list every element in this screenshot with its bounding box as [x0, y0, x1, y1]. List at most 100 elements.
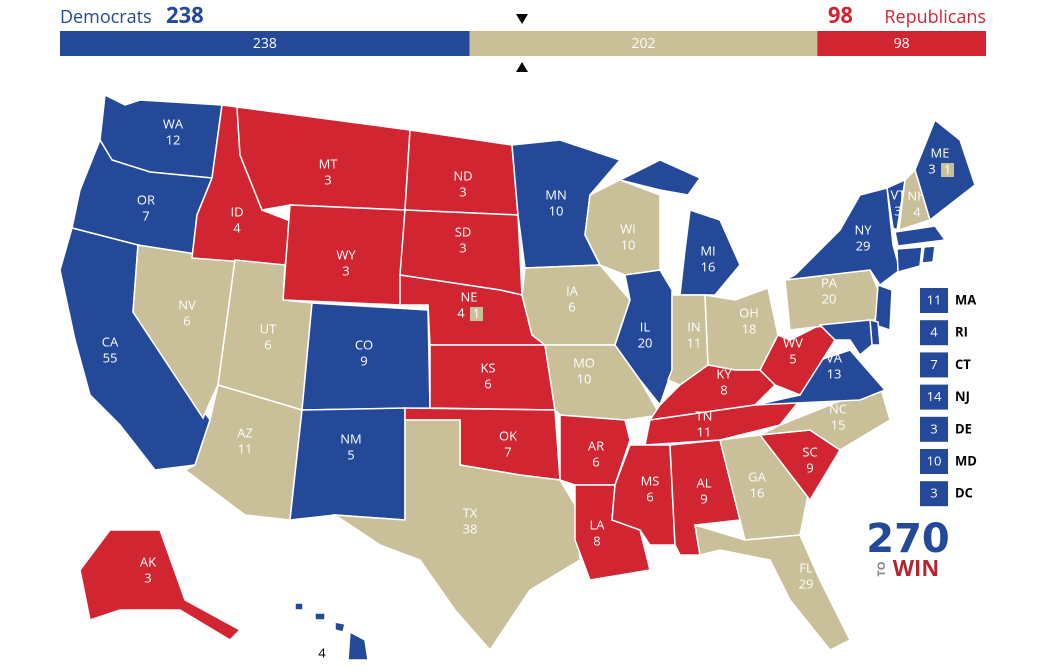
- state-ev: 4: [318, 643, 326, 661]
- us-map: WA12OR7CA55NV6ID4MT3WY3UT6AZ11CO9NM5ND3S…: [59, 93, 976, 661]
- district-box: [941, 163, 954, 177]
- state-abbr: OR: [137, 190, 155, 208]
- state-ev: 7: [504, 442, 511, 460]
- state-shape: [294, 602, 369, 661]
- state-ev: 5: [347, 445, 354, 463]
- state-shape: [886, 178, 906, 232]
- state-ev: 10: [549, 201, 564, 219]
- state-ev: 29: [856, 236, 871, 254]
- inset-abbr: RI: [955, 323, 968, 341]
- state-ev: 6: [264, 335, 271, 353]
- state-abbr: WV: [783, 333, 803, 351]
- inset-ev: 10: [927, 451, 942, 469]
- state-abbr: CO: [355, 335, 373, 353]
- state-abbr: KS: [480, 358, 495, 376]
- state-abbr: MN: [545, 185, 566, 203]
- state-abbr: GA: [748, 467, 766, 485]
- state-abbr: TX: [463, 503, 478, 521]
- inset-ev: 3: [930, 484, 937, 502]
- state-ev: 4: [913, 202, 921, 220]
- state-abbr: LA: [589, 515, 605, 533]
- state-abbr: IL: [640, 317, 651, 335]
- dem-total: 238: [166, 0, 204, 30]
- state-shape: [894, 225, 947, 247]
- rep-label: Republicans: [884, 5, 986, 29]
- state-abbr: MS: [641, 471, 660, 489]
- state-abbr: MT: [319, 154, 339, 172]
- state-shape: [874, 283, 893, 332]
- logo-number: 270: [866, 516, 950, 562]
- state-abbr: AL: [696, 473, 711, 491]
- state-ev: 6: [183, 311, 190, 329]
- state-ev: 6: [568, 297, 575, 315]
- state-abbr: MO: [573, 353, 595, 371]
- state-ev: 6: [484, 374, 491, 392]
- state-ev: 11: [238, 439, 253, 457]
- inset-box: [920, 449, 948, 474]
- state-ev: 20: [822, 289, 837, 307]
- inset-ev: 4: [930, 323, 938, 341]
- state-abbr: NC: [829, 399, 847, 417]
- majority-marker-bottom: [516, 62, 528, 72]
- state-ev: 12: [166, 130, 181, 148]
- state-ev: 13: [827, 364, 842, 382]
- state-abbr: CA: [102, 332, 119, 350]
- bar-segment: [817, 31, 986, 56]
- state-ev: 38: [463, 519, 478, 537]
- rep-total: 98: [828, 0, 853, 30]
- state-abbr: AR: [588, 436, 604, 454]
- state-shape: [521, 264, 631, 346]
- state-abbr: TN: [696, 406, 713, 424]
- state-abbr: NY: [854, 220, 872, 238]
- logo-to: TO: [874, 561, 889, 576]
- inset-box: [920, 352, 948, 378]
- state-ev: 15: [831, 415, 846, 433]
- state-ev: 6: [592, 452, 599, 470]
- inset-ev: 3: [930, 419, 937, 437]
- inset-box: [920, 384, 948, 410]
- state-ev: 10: [621, 235, 636, 253]
- state-abbr: KY: [716, 364, 732, 382]
- state-shape: [429, 344, 556, 411]
- state-ev: 3: [894, 201, 901, 219]
- district-ev: 1: [473, 304, 480, 322]
- state-ev: 8: [593, 531, 600, 549]
- state-shape: [332, 419, 581, 652]
- state-abbr: IN: [687, 317, 700, 335]
- inset-box: [920, 416, 948, 442]
- state-abbr: ND: [453, 166, 472, 184]
- state-abbr: NM: [340, 429, 361, 447]
- state-abbr: WA: [163, 114, 184, 132]
- dem-label: Democrats: [60, 5, 152, 29]
- inset-abbr: CT: [955, 355, 971, 373]
- state-shape: [818, 319, 873, 357]
- state-abbr: SC: [802, 442, 817, 460]
- inset-ev: 14: [927, 387, 942, 405]
- state-ev: 4: [457, 303, 465, 321]
- state-abbr: NV: [178, 295, 196, 313]
- majority-marker-top: [516, 14, 528, 24]
- state-abbr: SD: [455, 222, 472, 240]
- state-ev: 9: [360, 351, 367, 369]
- state-ev: 9: [700, 489, 707, 507]
- state-abbr: HI: [315, 627, 328, 645]
- state-ev: 29: [799, 574, 814, 592]
- state-ev: 5: [789, 349, 796, 367]
- bar-segment-label: 238: [253, 34, 277, 53]
- state-shape: [617, 159, 741, 296]
- state-ev: 11: [687, 333, 702, 351]
- state-ev: 3: [459, 238, 466, 256]
- state-abbr: AK: [140, 552, 156, 570]
- state-ev: 3: [144, 568, 151, 586]
- state-abbr: VA: [826, 348, 843, 366]
- inset-abbr: DE: [955, 419, 972, 437]
- state-abbr: MI: [700, 241, 715, 259]
- bar-segment: [469, 31, 818, 56]
- state-ev: 4: [233, 218, 241, 236]
- state-abbr: WY: [336, 245, 356, 263]
- state-ev: 6: [646, 487, 653, 505]
- state-shape: [784, 187, 901, 287]
- state-ev: 7: [142, 206, 149, 224]
- state-ev: 10: [577, 369, 592, 387]
